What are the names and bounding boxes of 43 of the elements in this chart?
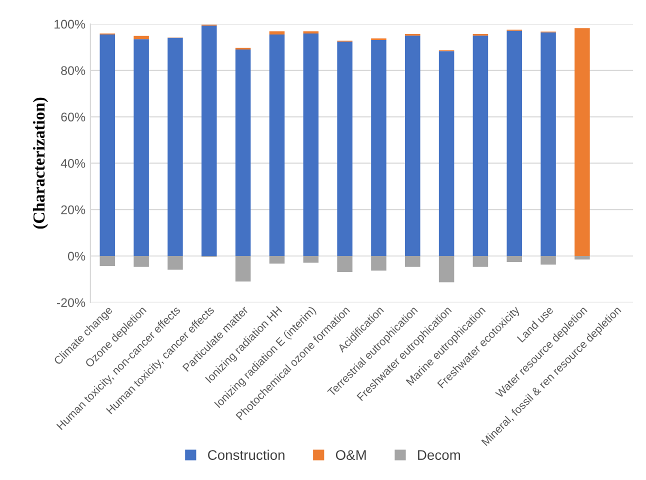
bar [134,39,149,256]
y-tick-label: 60% [61,112,86,122]
y-tick-label: 40% [60,159,86,168]
y-tick-label: 100% [54,20,86,29]
bar [303,31,319,34]
bar [168,256,183,270]
bar [100,256,116,266]
bar [269,31,285,34]
bar [540,32,556,256]
bar [405,36,420,256]
bar [438,256,454,282]
bar [472,256,488,267]
bar [574,256,590,260]
bar [235,256,251,282]
bar [202,26,217,256]
bar [405,256,420,267]
bar [269,34,285,256]
bar [337,42,352,256]
legend-label: Decom [418,450,460,460]
bar [472,36,488,256]
bar [438,51,454,256]
bar [506,30,522,256]
bar [574,28,590,256]
bar [269,256,285,264]
bar [506,256,522,262]
bar [371,40,386,256]
bar [540,256,556,265]
bar [303,256,319,263]
bar [134,36,149,40]
y-tick-label: -20% [56,298,86,308]
y-axis-title: (Characterization) [32,98,48,229]
bar [337,256,352,272]
y-tick-label: 80% [61,66,86,76]
y-tick-label: 20% [61,205,86,214]
bar [100,34,116,256]
bar [134,256,149,267]
legend-label: Construction [208,450,284,460]
bar [303,34,319,256]
legend-label: O&M [336,450,366,460]
bar [168,38,183,256]
y-tick-label: 0% [68,252,86,261]
bar [235,50,251,256]
bar [371,256,386,271]
